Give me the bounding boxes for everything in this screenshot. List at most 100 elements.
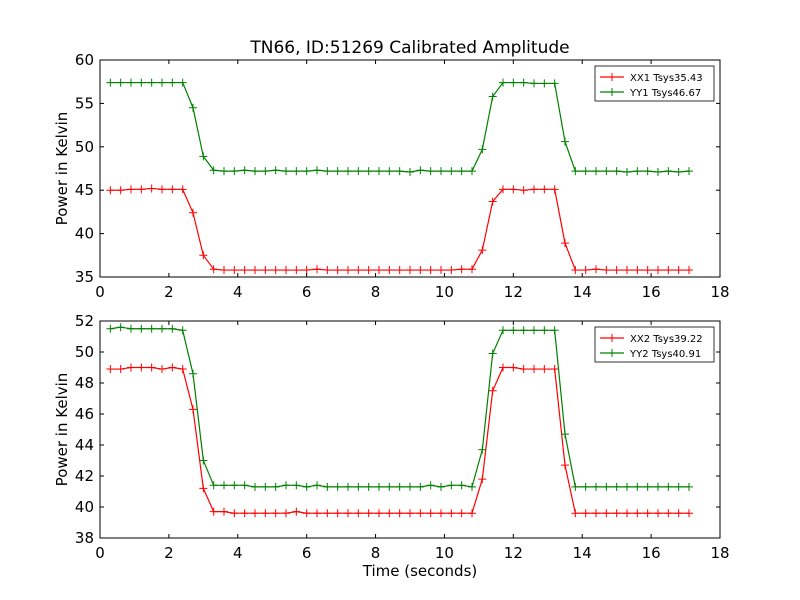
data-point <box>612 482 621 491</box>
data-point <box>106 324 115 333</box>
data-point <box>364 167 373 176</box>
data-point <box>478 246 487 255</box>
data-point <box>375 482 383 491</box>
data-point <box>251 167 259 176</box>
data-point <box>375 167 383 176</box>
x-tick-label: 0 <box>95 283 105 301</box>
data-point <box>220 167 228 176</box>
data-point <box>437 509 445 518</box>
data-point <box>540 365 549 374</box>
y-tick-label: 44 <box>75 436 94 454</box>
data-point <box>261 482 270 491</box>
legend: XX1 Tsys35.43 YY1 Tsys46.67 <box>594 65 715 102</box>
data-point <box>385 482 394 491</box>
data-point <box>168 324 177 333</box>
x-tick-label: 8 <box>371 544 381 562</box>
data-point <box>633 482 642 491</box>
data-point <box>354 266 363 275</box>
data-point <box>127 363 135 372</box>
data-point <box>685 266 693 275</box>
data-point <box>364 509 373 518</box>
data-point <box>406 482 414 491</box>
data-point <box>478 145 487 154</box>
data-point <box>209 481 218 490</box>
data-point <box>282 266 290 275</box>
data-point <box>581 167 590 176</box>
data-point <box>375 509 383 518</box>
y-tick-label: 35 <box>75 268 94 286</box>
x-tick-label: 16 <box>642 544 661 562</box>
data-point <box>612 509 621 518</box>
legend-marker <box>608 334 616 342</box>
data-point <box>344 167 352 176</box>
data-point <box>333 482 342 491</box>
data-point <box>158 185 166 194</box>
data-point <box>292 507 301 516</box>
y-tick-label: 40 <box>75 498 94 516</box>
y-tick-label: 50 <box>75 138 94 156</box>
data-point <box>561 137 569 146</box>
data-point <box>282 481 290 490</box>
data-point <box>116 186 125 195</box>
legend-label: YY1 Tsys46.67 <box>629 88 701 99</box>
data-point <box>457 265 466 274</box>
data-point <box>209 265 218 274</box>
data-point <box>271 266 280 275</box>
data-point <box>106 78 115 87</box>
data-point <box>344 482 352 491</box>
data-point <box>354 482 363 491</box>
data-point <box>468 509 476 518</box>
data-point <box>674 482 683 491</box>
x-tick-label: 18 <box>710 283 729 301</box>
data-point <box>333 266 342 275</box>
data-point <box>240 266 249 275</box>
data-point <box>168 185 177 194</box>
data-point <box>561 430 569 439</box>
data-point <box>240 481 249 490</box>
legend-marker <box>608 88 616 96</box>
data-point <box>116 78 125 87</box>
data-point <box>323 266 332 275</box>
data-point <box>137 185 146 194</box>
data-point <box>623 482 631 491</box>
data-point <box>674 266 683 275</box>
data-point <box>457 167 466 176</box>
data-point <box>488 386 497 395</box>
data-point <box>685 167 693 176</box>
y-tick-label: 52 <box>75 312 94 330</box>
data-point <box>509 78 518 87</box>
data-point <box>530 326 538 335</box>
data-point <box>674 509 683 518</box>
data-point <box>116 365 125 374</box>
y-tick-label: 60 <box>75 51 94 69</box>
data-point <box>592 482 600 491</box>
data-point <box>530 365 538 374</box>
data-point <box>592 509 600 518</box>
data-point <box>354 509 363 518</box>
data-point <box>292 481 301 490</box>
x-tick-label: 14 <box>573 283 592 301</box>
data-point <box>147 363 156 372</box>
data-point <box>633 266 642 275</box>
data-point <box>199 251 208 260</box>
y-tick-label: 38 <box>75 529 94 547</box>
data-point <box>519 78 528 87</box>
data-point <box>499 185 507 194</box>
data-point <box>519 365 528 374</box>
data-point <box>499 326 507 335</box>
data-point <box>488 197 497 206</box>
legend-frame <box>594 326 715 363</box>
data-point <box>654 167 662 176</box>
data-point <box>313 265 321 274</box>
legend-label: YY2 Tsys40.91 <box>629 349 701 360</box>
data-point <box>623 509 631 518</box>
data-point <box>220 481 228 490</box>
axes-frame <box>99 320 721 539</box>
data-point <box>230 266 239 275</box>
data-point <box>385 509 394 518</box>
chart-title: TN66, ID:51269 Calibrated Amplitude <box>249 38 569 58</box>
x-tick-label: 10 <box>435 544 454 562</box>
data-point <box>509 185 518 194</box>
data-point <box>457 481 466 490</box>
